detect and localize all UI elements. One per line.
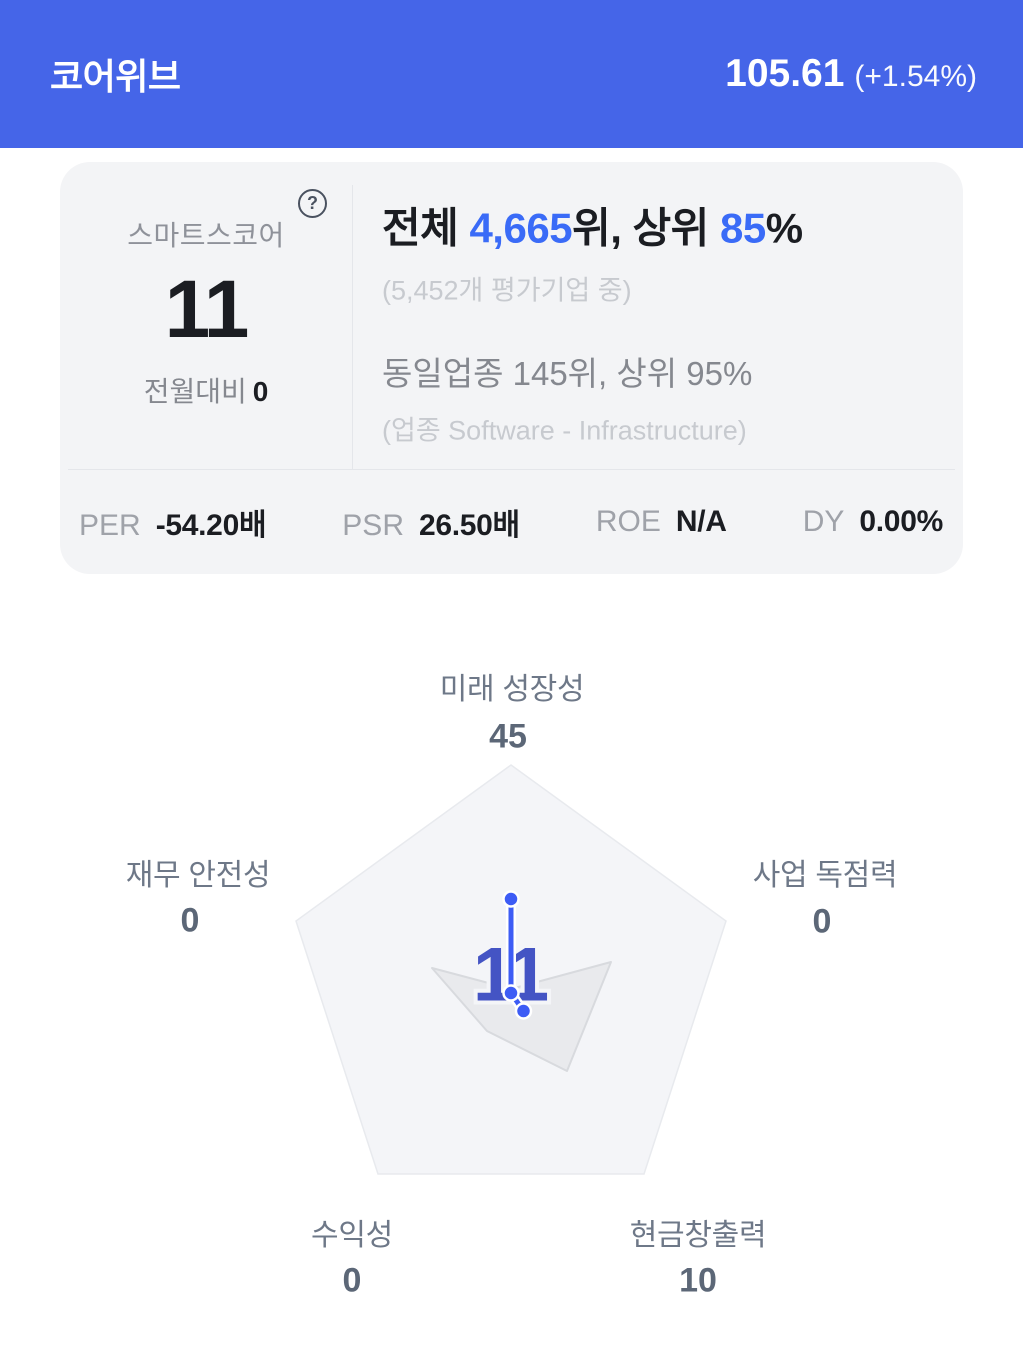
psr-value: 26.50배 [418,508,520,542]
overall-rank-value: 4,665 [469,204,573,252]
help-icon[interactable]: ? [298,189,327,218]
radar-score-line [506,894,529,1016]
axis-label-future-growth: 미래 성장성 [439,673,585,706]
rank-mid: 위, 상위 [572,204,720,252]
dy-value: 0.00% [859,504,943,538]
axis-value-business-monopoly: 0 [812,902,832,941]
radar-score-points [502,890,533,1020]
top-percent-value: 85 [720,204,766,252]
score-card: 스마트스코어 ? 11 전월대비 0 전체 4,665위, 상위 85% (5,4… [60,162,963,574]
smart-score-value: 11 [164,264,250,355]
axis-label-business-monopoly: 사업 독점력 [752,859,898,892]
axis-value-cash-generation: 10 [679,1261,717,1300]
metric-per: PER -54.20배 [79,500,267,544]
mom-value: 0 [252,376,269,407]
roe-value: N/A [675,504,727,538]
rank-prefix: 전체 [382,204,470,252]
industry-rank-line: 동일업종 145위, 상위 95% [382,355,753,392]
radar-secondary-polygon [431,961,612,1072]
psr-label: PSR [342,508,404,542]
metric-roe: ROE N/A [596,505,727,539]
radar-center-score: 11 [473,933,548,1018]
axis-label-cash-generation: 현금창출력 [629,1219,767,1252]
smart-score-label: 스마트스코어 [127,220,285,251]
metric-dy: DY 0.00% [802,504,944,539]
stock-change: (+1.54%) [854,60,977,93]
vertical-divider [352,185,353,469]
industry-note: (업종 Software - Infrastructure) [382,415,747,446]
stock-price-group: 105.61 (+1.54%) [725,52,977,96]
stock-price: 105.61 [725,52,845,95]
dy-label: DY [802,504,845,538]
axis-value-financial-safety: 0 [180,901,200,940]
axis-value-profitability: 0 [342,1261,362,1300]
metrics-row: PER -54.20배 PSR 26.50배 ROE N/A DY 0.00% [60,469,963,574]
metric-psr: PSR 26.50배 [342,500,520,544]
radar-pentagon-grid [295,764,727,1175]
horizontal-divider [68,469,955,470]
smart-score-panel: 스마트스코어 ? 11 전월대비 0 [60,162,352,469]
rank-suffix: % [765,204,803,252]
stock-title: 코어위브 [50,56,181,97]
month-over-month: 전월대비 0 [60,370,352,410]
per-label: PER [79,508,141,542]
evaluated-companies-note: (5,452개 평가기업 중) [382,275,632,306]
axis-label-financial-safety: 재무 안전성 [125,859,271,892]
mom-label: 전월대비 [143,376,247,407]
per-value: -54.20배 [155,508,267,542]
overall-rank-line: 전체 4,665위, 상위 85% [382,195,803,256]
axis-label-profitability: 수익성 [311,1219,393,1252]
app-header: 코어위브 105.61 (+1.54%) [0,0,1023,148]
axis-value-future-growth: 45 [489,717,527,756]
roe-label: ROE [595,504,661,538]
